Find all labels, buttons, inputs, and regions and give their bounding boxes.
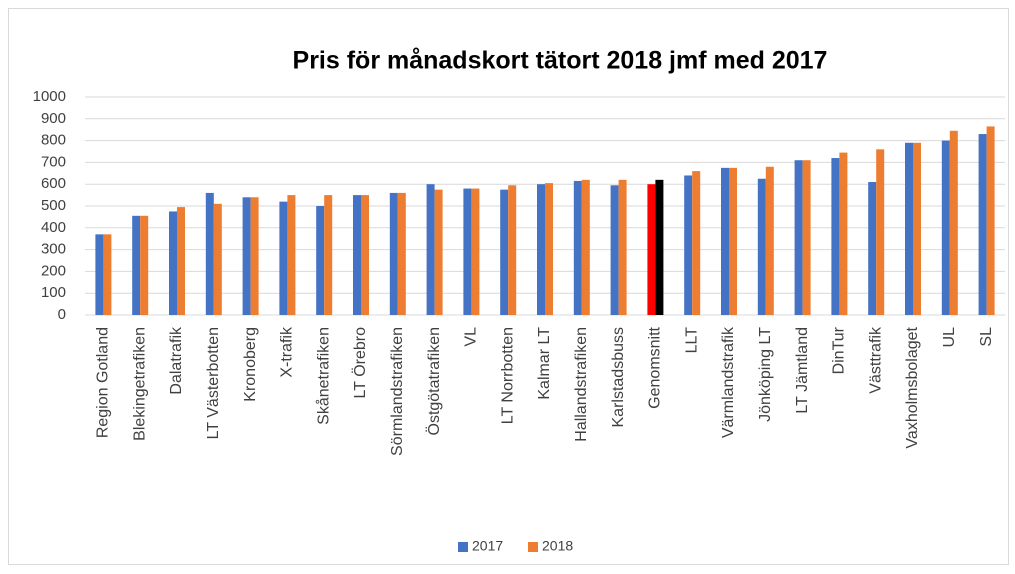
x-tick-label: LT Örebro <box>351 327 369 399</box>
bar <box>132 215 141 315</box>
bar <box>471 188 480 315</box>
bar <box>986 126 995 316</box>
x-tick-label: Värmlandstrafik <box>720 326 737 438</box>
bar <box>684 175 693 315</box>
bar <box>324 195 333 315</box>
bar <box>765 166 774 315</box>
bar <box>721 167 729 315</box>
bar <box>618 179 627 315</box>
bar <box>978 134 987 315</box>
bar <box>573 180 582 315</box>
bar <box>508 185 517 315</box>
bar <box>876 149 885 315</box>
bar <box>169 211 177 315</box>
bar <box>905 142 913 315</box>
bar <box>250 197 259 315</box>
y-tick-label: 100 <box>41 284 66 301</box>
bar <box>361 195 369 315</box>
bar <box>802 160 811 315</box>
bar <box>389 192 398 315</box>
bar <box>655 179 664 315</box>
x-tick-label: Karlstadsbuss <box>610 327 627 428</box>
y-tick-label: 900 <box>41 110 66 127</box>
x-tick-label: Region Gotland <box>95 327 112 438</box>
bar <box>610 185 619 315</box>
bar <box>692 171 701 315</box>
bar <box>545 183 553 315</box>
y-tick-label: 0 <box>58 306 66 323</box>
x-tick-label: LLT <box>683 327 700 354</box>
bar <box>205 192 214 315</box>
x-tick-label: Dalatrafik <box>168 326 185 395</box>
bar <box>434 189 443 315</box>
x-tick-label: LT Norrbotten <box>499 327 516 424</box>
y-tick-label: 400 <box>41 219 66 236</box>
legend-swatch <box>528 542 538 552</box>
bar <box>729 167 737 315</box>
bar <box>353 195 361 315</box>
x-tick-label: Västtrafik <box>867 326 884 394</box>
x-tick-label: Hallandstrafiken <box>573 327 590 442</box>
bar <box>287 195 296 315</box>
bar <box>581 179 590 315</box>
bar <box>949 130 958 315</box>
bar <box>794 160 803 315</box>
bar <box>941 140 950 315</box>
bar <box>463 188 472 315</box>
x-tick-label: Skånetrafiken <box>314 327 332 425</box>
y-tick-label: 800 <box>41 132 66 149</box>
bar <box>103 234 112 315</box>
y-tick-label: 1000 <box>33 88 66 105</box>
legend-label: 2018 <box>542 538 573 554</box>
bar <box>913 142 921 315</box>
x-tick-label: UL <box>941 327 958 348</box>
x-tick-label: Jönköping LT <box>757 327 774 422</box>
bar <box>242 197 251 315</box>
y-tick-label: 700 <box>41 153 66 170</box>
x-tick-label: Kronoberg <box>242 327 259 402</box>
bar <box>537 184 545 315</box>
y-tick-label: 600 <box>41 175 66 192</box>
legend-swatch <box>458 542 468 552</box>
x-tick-label: DinTur <box>831 326 848 374</box>
bar <box>95 234 104 315</box>
bar <box>500 189 509 315</box>
y-tick-label: 500 <box>41 197 66 214</box>
y-tick-label: 300 <box>41 241 66 258</box>
y-tick-label: 200 <box>41 262 66 279</box>
x-tick-label: Östgötatrafiken <box>425 327 443 436</box>
bar <box>839 152 848 315</box>
bar <box>831 158 840 315</box>
legend-label: 2017 <box>472 538 503 554</box>
x-tick-label: Sörmlandstrafiken <box>389 327 406 456</box>
bar <box>757 178 766 315</box>
x-tick-label: Kalmar LT <box>536 327 553 400</box>
x-tick-label: LT Jämtland <box>794 327 811 414</box>
x-tick-label: X-trafik <box>279 326 296 378</box>
bar <box>316 206 325 315</box>
bar <box>868 182 877 315</box>
bar <box>140 215 149 315</box>
bar <box>647 184 656 315</box>
x-tick-label: SL <box>978 327 995 347</box>
x-tick-label: LT Västerbotten <box>205 327 222 439</box>
bar <box>177 207 185 315</box>
bar <box>397 192 406 315</box>
x-tick-label: VL <box>463 327 480 347</box>
chart-title: Pris för månadskort tätort 2018 jmf med … <box>293 47 828 75</box>
bar <box>213 203 222 315</box>
bar <box>426 184 435 315</box>
x-tick-label: Blekingetrafiken <box>131 327 148 441</box>
bar <box>279 201 288 315</box>
x-tick-label: Genomsnitt <box>647 326 664 408</box>
x-tick-label: Vaxholmsbolaget <box>904 326 921 448</box>
